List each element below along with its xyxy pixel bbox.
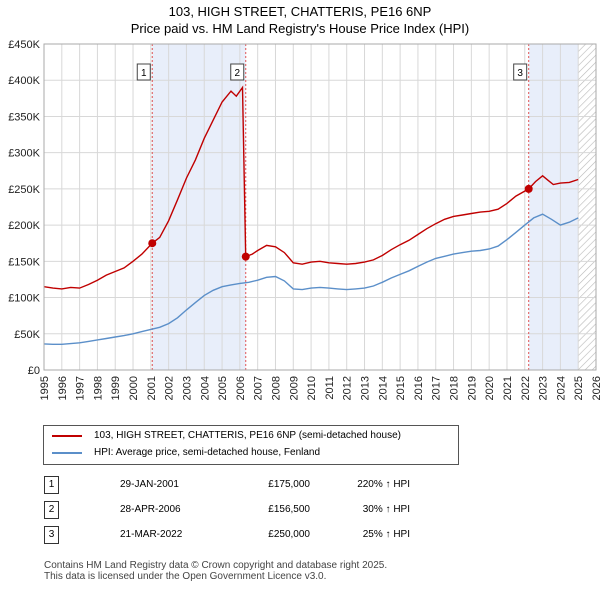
shaded-period-1 <box>152 44 246 370</box>
chart-legend: 103, HIGH STREET, CHATTERIS, PE16 6NP (s… <box>43 425 459 465</box>
x-tick-label: 2004 <box>199 376 211 400</box>
plot-frame <box>43 43 597 371</box>
chart-title: 103, HIGH STREET, CHATTERIS, PE16 6NP <box>168 4 432 19</box>
x-tick-label: 1999 <box>110 376 122 400</box>
x-tick-label: 2000 <box>128 376 140 400</box>
legend-item-hpi: HPI: Average price, semi-detached house,… <box>52 445 320 461</box>
table-row: 3 21-MAR-2022 £250,000 25% ↑ HPI <box>0 522 410 547</box>
transaction-price: £175,000 <box>268 479 310 490</box>
x-tick-label: 2018 <box>449 376 461 400</box>
legend-item-property: 103, HIGH STREET, CHATTERIS, PE16 6NP (s… <box>52 428 401 444</box>
transaction-number: 1 <box>44 475 59 494</box>
transaction-hpi: 220% ↑ HPI <box>357 479 410 490</box>
x-tick-label: 2003 <box>181 376 193 400</box>
annotation-box-3 <box>513 63 528 81</box>
x-tick-label: 2005 <box>217 376 229 400</box>
x-tick-label: 2020 <box>484 376 496 400</box>
x-tick-label: 1995 <box>39 376 51 400</box>
x-tick-label: 2016 <box>413 376 425 400</box>
x-tick-label: 1998 <box>92 376 104 400</box>
x-tick-label: 2019 <box>466 376 478 400</box>
annotation-box-1 <box>136 63 151 81</box>
legend-label-hpi: HPI: Average price, semi-detached house,… <box>94 447 321 458</box>
y-tick-label: £400K <box>8 75 40 87</box>
y-tick-label: £250K <box>8 184 40 196</box>
x-tick-label: 2025 <box>573 376 585 400</box>
sale-point-1 <box>148 239 157 248</box>
table-row: 2 28-APR-2006 £156,500 30% ↑ HPI <box>0 497 410 522</box>
legend-swatch-hpi <box>52 452 82 454</box>
y-tick-label: £450K <box>8 39 40 51</box>
sale-point-2 <box>241 252 250 261</box>
x-tick-label: 2013 <box>360 376 372 400</box>
shaded-period-2 <box>528 44 579 370</box>
legend-swatch-property <box>52 435 82 437</box>
x-tick-label: 1997 <box>75 376 87 400</box>
y-tick-label: £150K <box>8 256 40 268</box>
annotation-label-1: 1 <box>141 68 147 79</box>
sale-point-3 <box>524 184 533 193</box>
transaction-hpi: 30% ↑ HPI <box>362 504 410 515</box>
y-tick-label: £350K <box>8 111 40 123</box>
footer-attribution: Contains HM Land Registry data © Crown c… <box>44 560 387 582</box>
annotation-box-2 <box>230 63 245 81</box>
x-tick-label: 2014 <box>377 376 389 400</box>
transaction-number: 3 <box>44 525 59 544</box>
footer-line-1: Contains HM Land Registry data © Crown c… <box>44 560 388 571</box>
transaction-price: £250,000 <box>268 529 310 540</box>
x-tick-label: 2021 <box>502 376 514 400</box>
x-tick-label: 2026 <box>591 376 600 400</box>
forecast-hatch <box>578 44 596 370</box>
footer-line-2: This data is licensed under the Open Gov… <box>44 571 327 582</box>
transaction-date: 29-JAN-2001 <box>120 479 179 490</box>
x-tick-label: 2012 <box>342 376 354 400</box>
x-tick-label: 2002 <box>164 376 176 400</box>
price-chart: £0 £50K £100K £150K £200K £250K £300K £350K £400… <box>8 39 600 400</box>
x-tick-label: 2011 <box>324 376 336 400</box>
x-tick-label: 2008 <box>270 376 282 400</box>
x-tick-label: 2006 <box>235 376 247 400</box>
transactions-table: 1 29-JAN-2001 £175,000 220% ↑ HPI 2 28-A… <box>0 472 410 547</box>
x-tick-label: 2009 <box>288 376 300 400</box>
table-row: 1 29-JAN-2001 £175,000 220% ↑ HPI <box>0 472 410 497</box>
x-tick-label: 2001 <box>146 376 158 400</box>
y-tick-label: £0 <box>28 365 40 377</box>
transaction-date: 28-APR-2006 <box>120 504 181 515</box>
annotation-label-2: 2 <box>234 68 240 79</box>
hpi-line <box>43 213 579 345</box>
chart-subtitle: Price paid vs. HM Land Registry's House … <box>130 21 470 36</box>
x-tick-label: 2024 <box>555 376 567 400</box>
property-price-line <box>43 85 579 290</box>
x-tick-label: 2010 <box>306 376 318 400</box>
y-tick-label: £200K <box>8 220 40 232</box>
x-tick-label: 2022 <box>520 376 532 400</box>
plot-area <box>44 44 596 370</box>
transaction-hpi: 25% ↑ HPI <box>362 529 410 540</box>
transaction-date: 21-MAR-2022 <box>120 529 183 540</box>
transaction-number: 2 <box>44 500 59 519</box>
y-tick-label: £100K <box>8 293 40 305</box>
x-tick-label: 2017 <box>431 376 443 400</box>
x-tick-label: 1996 <box>57 376 69 400</box>
y-tick-label: £50K <box>14 329 40 341</box>
legend-label-property: 103, HIGH STREET, CHATTERIS, PE16 6NP (s… <box>94 430 401 441</box>
x-tick-label: 2023 <box>538 376 550 400</box>
transaction-price: £156,500 <box>268 504 310 515</box>
x-tick-label: 2007 <box>253 376 265 400</box>
y-tick-label: £300K <box>8 148 40 160</box>
x-tick-label: 2015 <box>395 376 407 400</box>
annotation-label-3: 3 <box>517 68 523 79</box>
